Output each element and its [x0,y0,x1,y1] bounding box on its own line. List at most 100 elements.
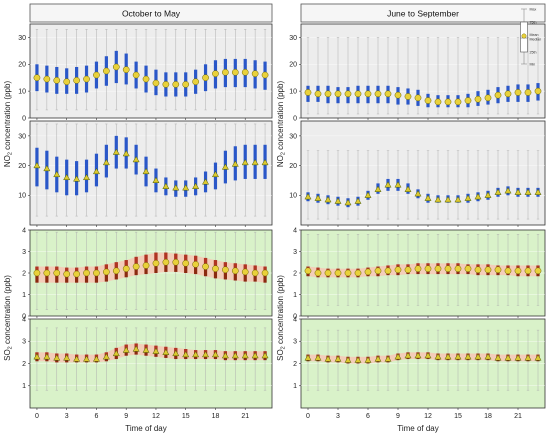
mean-marker [474,266,482,274]
mean-marker [504,90,512,98]
mean-marker [394,91,402,99]
mean-marker [261,71,269,79]
mean-marker [93,71,100,79]
mean-marker [464,194,472,201]
y-tick-label: 20 [18,163,26,170]
mean-marker [344,90,352,98]
x-tick-label: 3 [336,413,340,420]
mean-marker [384,267,392,275]
panel-october-to-may-so2-top: 0 1 2 3 4 [22,227,273,320]
y-tick-label: 1 [22,292,26,299]
mean-marker [132,345,140,352]
mean-marker [112,349,120,357]
y-tick-label: 0 [22,115,26,122]
box-upper [124,260,128,269]
mean-marker [454,196,462,203]
mean-marker [354,90,362,98]
mean-marker [494,91,502,99]
mean-marker [304,89,312,96]
mean-marker [394,266,402,274]
mean-marker [384,355,392,362]
y-tick-label: 2 [293,270,297,277]
mean-marker [374,355,382,362]
mean-marker [304,193,312,200]
mean-marker [364,356,372,363]
ylabel-no2-left: NO2 concentration (ppb) [3,81,14,168]
mean-marker [504,267,512,275]
mean-marker [534,267,542,275]
mean-marker [484,191,492,198]
mean-marker [364,191,372,198]
mean-marker [102,158,110,166]
mean-marker [314,194,322,201]
plot-area [29,23,273,119]
mean-marker [404,93,412,100]
mean-marker [444,98,452,106]
mean-marker [63,354,71,361]
mean-marker [231,68,239,76]
mean-marker [73,355,81,362]
mean-marker [454,265,462,273]
box-upper [164,252,168,263]
mean-marker [364,268,372,276]
mean-marker [83,355,91,362]
mean-marker [83,173,91,181]
mean-marker [222,68,229,76]
mean-marker [474,95,482,103]
y-tick-label: 2 [22,361,26,368]
box-upper [203,257,208,268]
box-upper [154,252,158,263]
box-upper [213,260,218,270]
mean-marker [324,269,332,277]
mean-marker [374,185,382,192]
mean-marker [172,349,180,357]
mean-marker [231,352,239,359]
mean-marker [474,353,482,360]
mean-marker [73,175,81,182]
legend-mean-marker [521,33,527,39]
mean-marker [484,266,492,274]
mean-marker [132,263,140,270]
mean-marker [251,269,259,277]
x-tick-label: 0 [306,413,310,420]
mean-marker [53,269,61,277]
mean-marker [152,259,160,267]
ylabel-so2-right: SO2 concentration (ppb) [276,275,287,361]
mean-marker [53,170,61,178]
mean-marker [222,266,229,274]
mean-marker [324,196,332,203]
legend-p75: 75th [530,21,537,25]
mean-marker [434,353,442,360]
mean-marker [424,265,432,273]
mean-marker [464,97,472,104]
mean-marker [172,184,180,191]
mean-marker [334,355,342,362]
mean-marker [53,77,61,84]
mean-marker [514,354,522,361]
mean-marker [444,353,452,360]
mean-marker [182,184,190,191]
y-tick-label: 10 [289,89,297,96]
y-tick-label: 1 [293,292,297,299]
x-tick-label: 6 [94,413,98,420]
mean-marker [112,267,120,275]
mean-marker [192,182,200,189]
mean-marker [504,187,512,194]
mean-marker [324,355,332,362]
y-tick-label: 30 [18,133,26,140]
mean-marker [261,269,269,277]
mean-marker [354,356,362,363]
mean-marker [192,261,199,268]
mean-marker [192,78,199,86]
mean-marker [182,350,190,358]
y-tick-label: 20 [289,62,297,69]
mean-marker [172,81,180,88]
y-tick-label: 4 [22,316,26,323]
xlabel-right: Time of day [397,424,439,433]
plot-area [29,120,273,226]
mean-marker [514,267,522,275]
mean-marker [524,354,532,361]
mean-marker [53,354,61,361]
